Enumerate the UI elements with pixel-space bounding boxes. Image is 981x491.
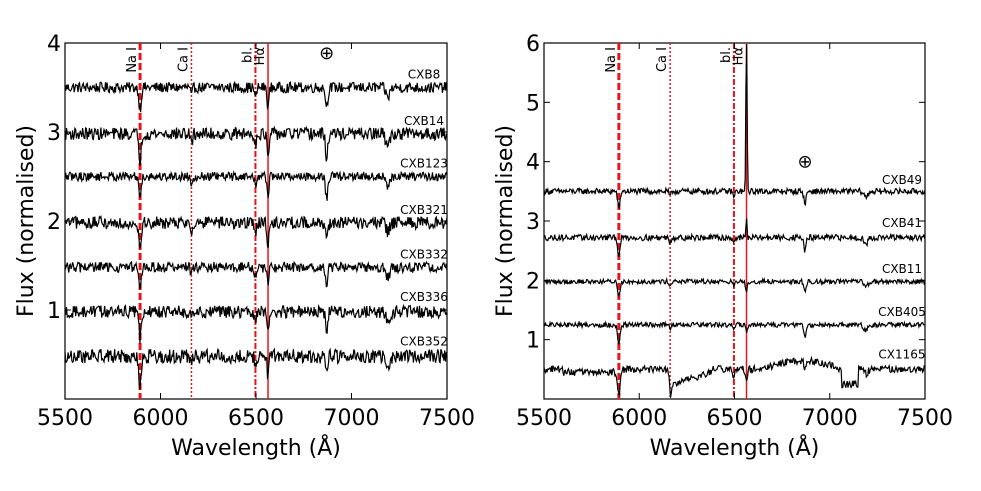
spectrum-label-cxb321: CXB321: [400, 203, 448, 217]
right-telluric-symbol: ⊕: [797, 152, 812, 173]
left-spectra-panel: Na I Ca I bl.Hα CXB8 CXB14 CXB123 CXB321 CXB33…: [14, 32, 475, 461]
right-x-axis-title: Wavelength (Å): [650, 434, 820, 461]
spectrum-cxb352: [64, 347, 448, 390]
right-spectra-panel: Na I Ca I bl.Hα CXB49 CXB41 CXB11 CXB405 CX116…: [493, 32, 953, 461]
spectrum-cxb336: [64, 303, 448, 344]
spectrum-label-cxb123: CXB123: [400, 157, 448, 171]
y-tick-label: 4: [47, 32, 61, 57]
y-tick-label: 6: [526, 32, 540, 57]
y-tick-label: 3: [47, 121, 61, 146]
y-tick-label: 4: [526, 151, 540, 176]
spectrum-cxb11: [543, 276, 926, 297]
x-tick-label: 6000: [611, 406, 667, 431]
line-marker-label: Ca I: [655, 47, 670, 72]
line-marker-label: Ca I: [176, 47, 191, 72]
spectrum-label-cxb14: CXB14: [404, 114, 444, 128]
spectrum-label-cxb405: CXB405: [878, 305, 926, 319]
spectrum-cxb14: [64, 125, 448, 166]
y-tick-label: 1: [526, 329, 540, 354]
left-spectra-series: CXB8 CXB14 CXB123 CXB321 CXB332 CXB336 CXB352: [64, 68, 448, 390]
y-tick-label: 2: [526, 269, 540, 294]
spectrum-label-cxb49: CXB49: [882, 173, 922, 187]
y-tick-label: 3: [526, 210, 540, 235]
spectrum-label-cxb352: CXB352: [400, 335, 448, 349]
x-tick-label: 7000: [802, 406, 858, 431]
spectrum-cxb41: [543, 218, 926, 258]
x-tick-label: 6500: [228, 406, 284, 431]
line-marker-label: Hα: [732, 47, 747, 65]
x-tick-label: 6000: [133, 406, 189, 431]
spectrum-cxb332: [64, 260, 448, 291]
spectrum-label-cxb41: CXB41: [882, 216, 922, 230]
spectrum-label-cx1165: CX1165: [878, 348, 925, 362]
left-x-axis-title: Wavelength (Å): [171, 434, 341, 461]
line-marker-label: Na I: [125, 47, 140, 73]
x-tick-label: 5500: [516, 406, 572, 431]
spectrum-label-cxb336: CXB336: [400, 290, 448, 304]
y-tick-label: 2: [47, 210, 61, 235]
right-line-markers: Na I Ca I bl.Hα: [604, 43, 748, 399]
line-marker-label: Hα: [253, 47, 268, 65]
left-telluric-symbol: ⊕: [319, 43, 334, 64]
y-tick-label: 1: [47, 299, 61, 324]
spectrum-cxb49: [543, 44, 926, 210]
spectrum-cxb321: [64, 214, 448, 249]
spectrum-cxb405: [543, 320, 926, 345]
spectrum-label-cxb8: CXB8: [408, 68, 440, 82]
x-tick-label: 7000: [324, 406, 380, 431]
left-axis-ticks: 5500 6000 6500 7000 7500 1 2 3 4: [37, 32, 475, 431]
x-tick-label: 7500: [419, 406, 475, 431]
spectrum-cx1165: [543, 355, 926, 398]
spectrum-label-cxb11: CXB11: [882, 262, 922, 276]
spectrum-cxb8: [64, 80, 448, 113]
right-axis-ticks: 5500 6000 6500 7000 7500 1 2 3 4 5 6: [516, 32, 953, 431]
left-y-axis-title: Flux (normalised): [14, 125, 39, 317]
y-tick-label: 5: [526, 91, 540, 116]
x-tick-label: 5500: [37, 406, 93, 431]
line-marker-label: bl.: [240, 47, 255, 63]
x-tick-label: 6500: [707, 406, 763, 431]
spectrum-label-cxb332: CXB332: [400, 247, 448, 261]
right-spectra-series: CXB49 CXB41 CXB11 CXB405 CX1165: [543, 44, 926, 398]
spectrum-cxb123: [64, 170, 448, 201]
right-y-axis-title: Flux (normalised): [493, 125, 518, 317]
x-tick-label: 7500: [897, 406, 953, 431]
line-marker-label: bl.: [719, 47, 734, 63]
line-marker-label: Na I: [604, 47, 619, 73]
